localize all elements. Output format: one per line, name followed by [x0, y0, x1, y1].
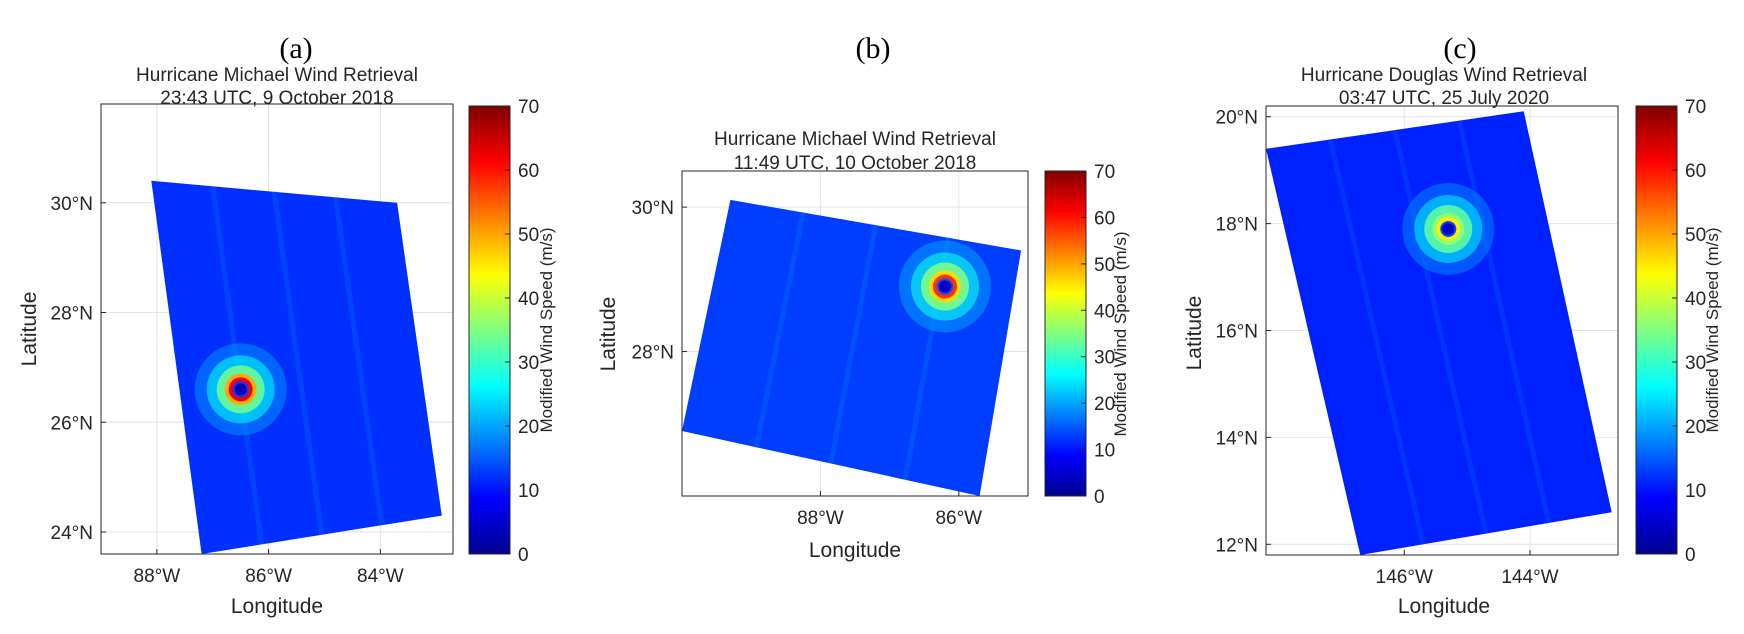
panel-a: Hurricane Michael Wind Retrieval 23:43 U…	[18, 65, 556, 618]
eye-ring	[1442, 222, 1455, 235]
colorbar-tick-label: 20	[1685, 417, 1706, 438]
panel-c-subtitle: 03:47 UTC, 25 July 2020	[1339, 88, 1549, 109]
colorbar-tick-label: 20	[1094, 394, 1115, 415]
panel-a-hurricane-eye	[194, 343, 287, 436]
panel-c-colorbar-ticks: 0 10 20 30 40 50 60 70	[1672, 97, 1706, 566]
panel-b-title: Hurricane Michael Wind Retrieval	[714, 129, 996, 150]
y-tick-label: 12°N	[1216, 535, 1258, 556]
panel-a-colorbar	[468, 105, 511, 555]
colorbar-tick-label: 70	[1094, 162, 1115, 183]
swath-seam	[271, 191, 325, 536]
panel-c-plot-area	[1266, 106, 1618, 555]
panel-c-wind-swath	[1266, 111, 1612, 555]
colorbar-tick-label: 0	[1685, 545, 1696, 566]
swath-seam	[1456, 120, 1552, 524]
colorbar-tick-label: 50	[1685, 225, 1706, 246]
panel-c-ylabel: Latitude	[1183, 296, 1206, 371]
x-tick-label: 144°W	[1501, 567, 1558, 588]
colorbar-tick-label: 0	[518, 545, 529, 566]
panel-b-colorbar	[1044, 170, 1087, 497]
colorbar-tick-label: 60	[1685, 161, 1706, 182]
colorbar-tick-label: 60	[518, 161, 539, 182]
panel-a-ticks: 88°W 86°W 84°W 24°N 26°N 28°N 30°N	[51, 194, 404, 587]
swath-seam	[1327, 138, 1426, 545]
panel-c-colorbar	[1635, 105, 1678, 555]
y-tick-label: 18°N	[1216, 215, 1258, 236]
x-tick-label: 88°W	[797, 508, 844, 529]
panel-a-plot-area	[101, 104, 453, 554]
panel-b-colorbar-label: Modified Wind Speed (m/s)	[1111, 231, 1130, 436]
panel-c-title: Hurricane Douglas Wind Retrieval	[1301, 65, 1587, 86]
y-tick-label: 28°N	[632, 343, 674, 364]
panel-c: Hurricane Douglas Wind Retrieval 03:47 U…	[1183, 65, 1722, 618]
panel-a-title: Hurricane Michael Wind Retrieval	[136, 65, 418, 86]
panel-c-xlabel: Longitude	[1398, 595, 1490, 618]
panel-b-colorbar-ticks: 0 10 20 30 40 50 60 70	[1081, 162, 1115, 508]
panel-a-axes-box	[100, 103, 454, 555]
colorbar-tick-label: 70	[1685, 97, 1706, 118]
panel-b-ticks: 88°W 86°W 28°N 30°N	[632, 198, 983, 529]
panel-letter-b: (b)	[856, 32, 891, 65]
colorbar-tick-label: 20	[518, 417, 539, 438]
panel-a-colorbar-ticks: 0 10 20 30 40 50 60 70	[505, 97, 539, 566]
panel-c-ticks: 146°W 144°W 12°N 14°N 16°N 18°N 20°N	[1216, 108, 1559, 588]
y-tick-label: 26°N	[51, 413, 93, 434]
x-tick-label: 86°W	[935, 508, 982, 529]
swath-seam	[1392, 129, 1489, 535]
panel-b-axes-box	[681, 170, 1029, 497]
colorbar-tick-label: 40	[518, 289, 539, 310]
y-tick-label: 24°N	[51, 523, 93, 544]
panel-a-wind-swath	[151, 180, 442, 554]
panel-a-subtitle: 23:43 UTC, 9 October 2018	[160, 88, 393, 109]
colorbar-tick-label: 10	[518, 481, 539, 502]
colorbar-tick-label: 30	[518, 353, 539, 374]
y-tick-label: 28°N	[51, 304, 93, 325]
colorbar-tick-label: 10	[1094, 441, 1115, 462]
panel-b-ylabel: Latitude	[597, 297, 620, 372]
colorbar-tick-label: 40	[1094, 301, 1115, 322]
colorbar-tick-label: 40	[1685, 289, 1706, 310]
panel-b-xlabel: Longitude	[809, 539, 901, 562]
panel-a-xlabel: Longitude	[231, 595, 323, 618]
colorbar-tick-label: 70	[518, 97, 539, 118]
y-tick-label: 16°N	[1216, 322, 1258, 343]
panel-b-subtitle: 11:49 UTC, 10 October 2018	[734, 153, 977, 174]
x-tick-label: 146°W	[1376, 567, 1433, 588]
panel-a-ylabel: Latitude	[18, 292, 41, 367]
eye-ring	[938, 280, 951, 293]
colorbar-tick-label: 10	[1685, 481, 1706, 502]
y-tick-label: 14°N	[1216, 428, 1258, 449]
colorbar-tick-label: 60	[1094, 208, 1115, 229]
colorbar-tick-label: 50	[1094, 255, 1115, 276]
panel-b: Hurricane Michael Wind Retrieval 11:49 U…	[597, 129, 1130, 562]
y-tick-label: 30°N	[632, 198, 674, 219]
colorbar-tick-label: 30	[1685, 353, 1706, 374]
swath-seam	[333, 196, 385, 526]
swath-seam	[753, 212, 806, 448]
panel-letter-a: (a)	[279, 32, 312, 65]
x-tick-label: 86°W	[245, 566, 292, 587]
swath-seam	[828, 224, 879, 464]
eye-ring	[234, 383, 247, 396]
panel-c-swath-seams	[1327, 120, 1552, 545]
colorbar-tick-label: 50	[518, 225, 539, 246]
panel-a-colorbar-label: Modified Wind Speed (m/s)	[537, 227, 556, 432]
colorbar-tick-label: 0	[1094, 487, 1105, 508]
x-tick-label: 84°W	[357, 566, 404, 587]
colorbar-tick-label: 30	[1094, 348, 1115, 369]
y-tick-label: 30°N	[51, 194, 93, 215]
panel-c-colorbar-label: Modified Wind Speed (m/s)	[1703, 227, 1722, 432]
panel-b-hurricane-eye	[898, 240, 991, 333]
panel-c-hurricane-eye	[1402, 182, 1495, 275]
y-tick-label: 20°N	[1216, 108, 1258, 129]
panel-letter-c: (c)	[1443, 32, 1476, 65]
x-tick-label: 88°W	[134, 566, 181, 587]
panel-b-plot-area	[682, 171, 1028, 496]
